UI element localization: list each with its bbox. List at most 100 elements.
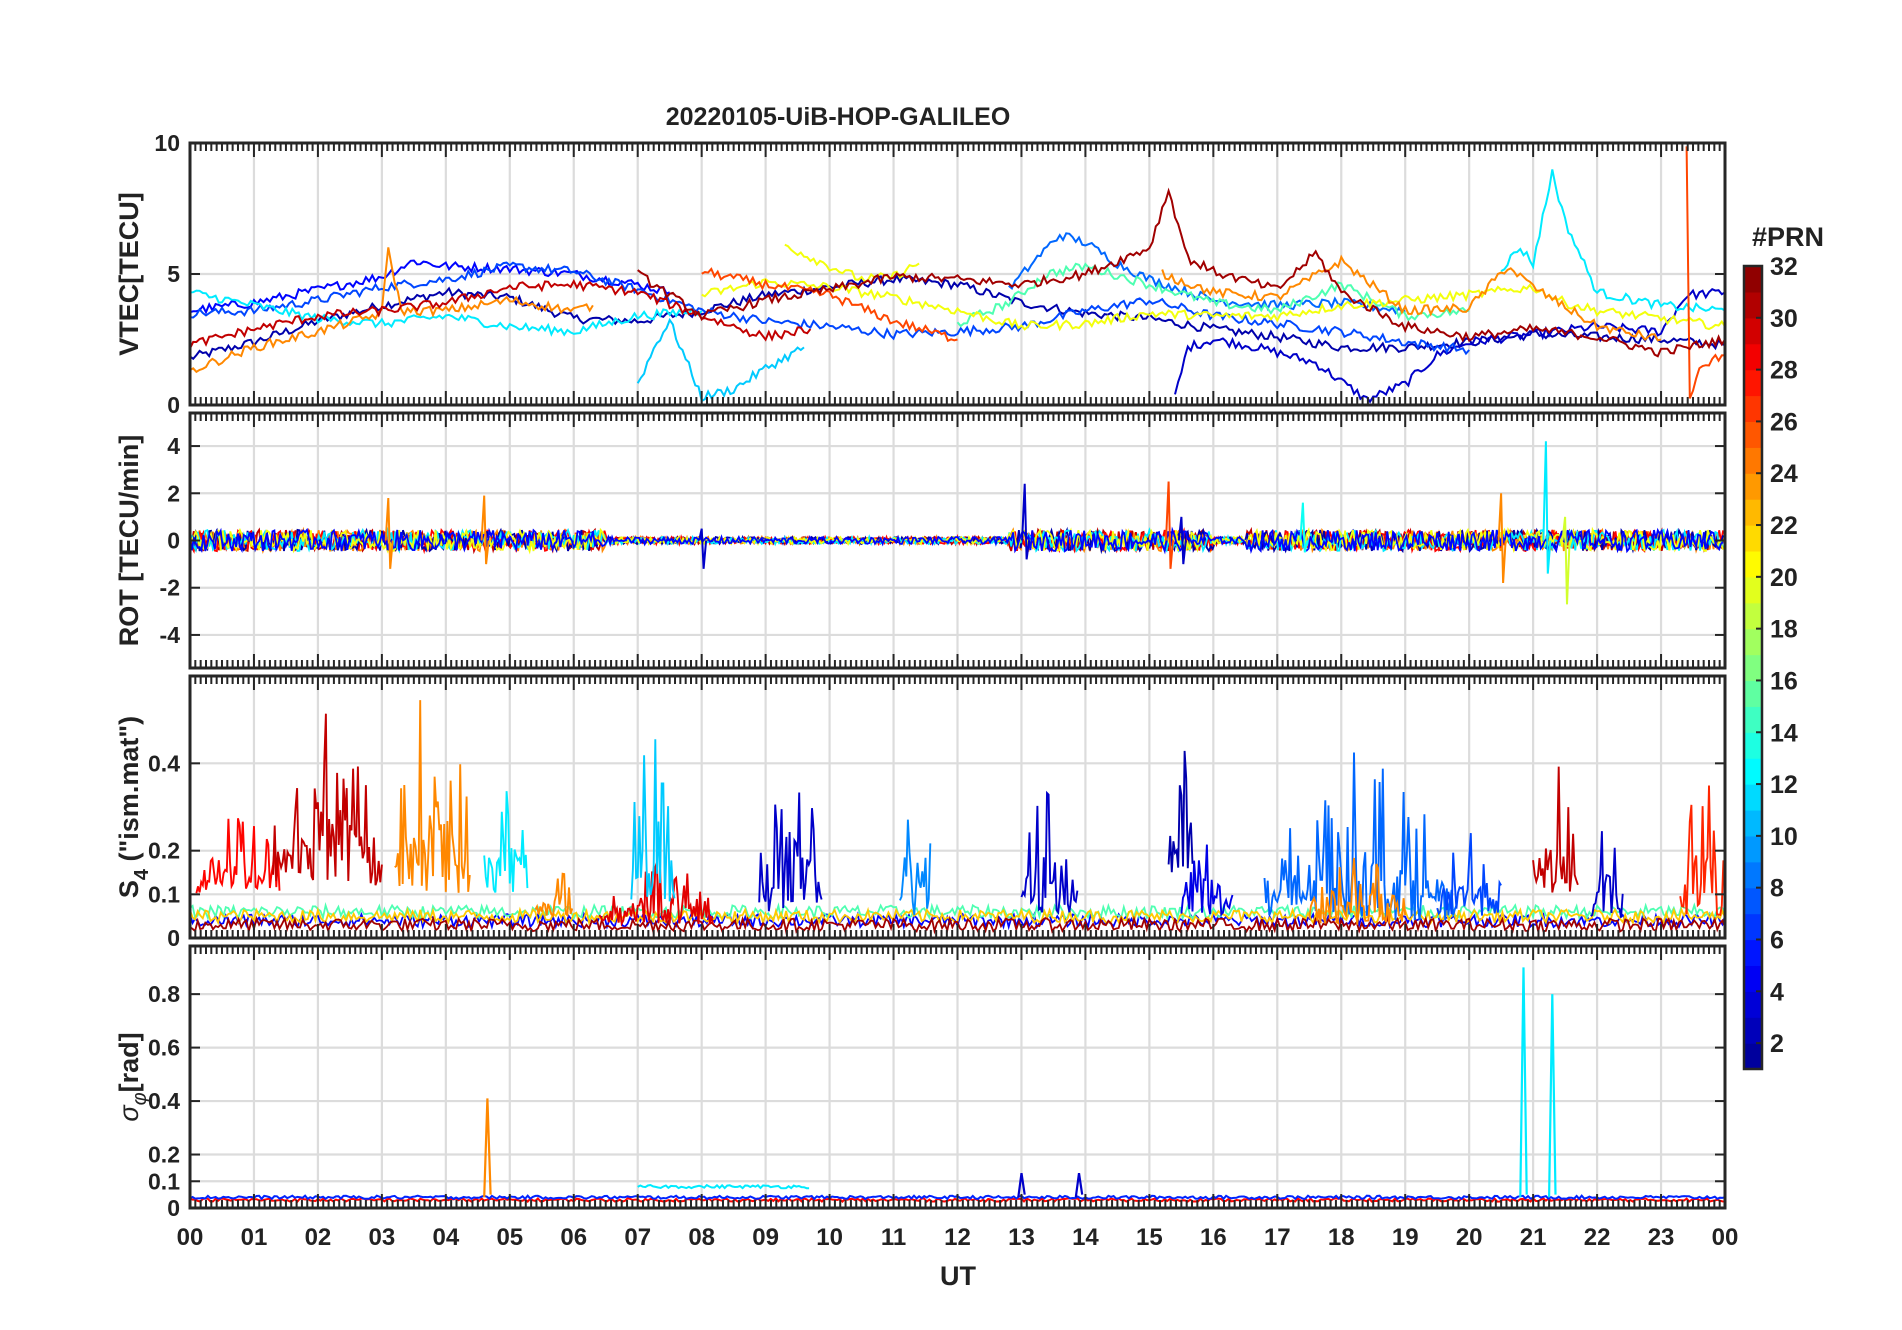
rot-spike-prn-26 (1165, 481, 1174, 569)
colorbar-segment (1744, 680, 1762, 707)
colorbar-segment (1744, 317, 1762, 345)
x-tick-label: 08 (688, 1224, 715, 1251)
sigma-baseline-prn-12 (637, 1183, 810, 1190)
x-tick-label: 19 (1392, 1224, 1419, 1251)
series-group (190, 441, 1724, 605)
x-tick-label: 15 (1136, 1224, 1163, 1251)
rot-spike-prn-24 (384, 497, 394, 569)
colorbar-segment (1744, 887, 1762, 915)
y-tick-label: 5 (167, 261, 180, 287)
rot-spike-prn-19 (1561, 516, 1571, 605)
x-tick-label: 11 (881, 1224, 906, 1251)
series-line-prn-30 (190, 278, 812, 349)
tick-marks (189, 413, 1726, 668)
x-tick-label: 02 (305, 1224, 332, 1251)
colorbar-segment (1744, 291, 1762, 319)
colorbar-tick-label: 26 (1770, 408, 1798, 436)
x-tick-label: 09 (752, 1224, 779, 1251)
y-axis-label-vtec: VTEC[TECU] (114, 192, 144, 356)
s4-baseline-prn-31 (190, 915, 1725, 935)
colorbar-frame (1742, 264, 1764, 1071)
y-tick-label: 0.6 (148, 1035, 180, 1061)
series-line-prn-11 (636, 317, 805, 403)
series-line-prn-12 (190, 289, 703, 337)
colorbar-segment (1744, 343, 1762, 371)
panel-rot: -4 -2 0 2 4 ROT [TECU/min] (114, 411, 1727, 670)
s4-burst-prn-2 (1167, 750, 1194, 873)
x-tick-label: 17 (1264, 1224, 1291, 1251)
colorbar-segment (1744, 965, 1762, 992)
x-tick-label: 00 (177, 1224, 204, 1251)
colorbar-tick-label: 12 (1770, 771, 1798, 799)
y-tick-label: 0.1 (148, 881, 180, 907)
colorbar-tick-label: 18 (1770, 616, 1798, 644)
tick-marks (189, 676, 1726, 939)
y-tick-label: 2 (167, 480, 180, 506)
y-tick-label: 0.1 (148, 1168, 180, 1194)
series-line-prn-7 (190, 261, 1470, 356)
x-tick-label: 03 (369, 1224, 396, 1251)
colorbar-tick-label: 22 (1770, 512, 1798, 540)
colorbar-tick-label: 6 (1770, 926, 1784, 954)
x-axis-tick-labels: 00 01 02 03 04 05 06 07 08 09 10 11 12 13 14 15 16 17 18 19… (177, 1224, 1739, 1251)
y-tick-label: 0 (167, 392, 180, 418)
colorbar-segment (1744, 1017, 1762, 1044)
x-tick-label: 07 (624, 1224, 651, 1251)
x-tick-label: 22 (1584, 1224, 1611, 1251)
s4-burst-prn-28 (195, 818, 281, 894)
colorbar-segment (1744, 991, 1762, 1018)
x-tick-label: 21 (1520, 1224, 1547, 1251)
x-tick-label: 12 (944, 1224, 971, 1251)
s4-burst-prn-9 (899, 819, 932, 916)
series-line-prn-3 (1174, 288, 1725, 404)
y-tick-label: -2 (160, 575, 180, 601)
sigma-spike-prn-3 (1017, 1173, 1026, 1198)
y-tick-label: 0 (167, 528, 180, 554)
colorbar-segment (1744, 447, 1762, 474)
x-tick-label: 05 (496, 1224, 523, 1251)
s4-burst-prn-24 (1308, 857, 1407, 925)
series-line-prn-20 (784, 243, 920, 284)
x-tick-label: 16 (1200, 1224, 1227, 1251)
rot-spike-prn-24 (1497, 493, 1507, 584)
grid (188, 946, 1727, 1210)
y-tick-label: 0.4 (148, 1088, 180, 1114)
s4-burst-prn-30 (272, 713, 383, 886)
colorbar-segment (1744, 861, 1762, 889)
sigma-spike-prn-12 (1548, 994, 1557, 1198)
sigma-spike-prn-3 (1074, 1173, 1084, 1198)
colorbar-tick-label: 2 (1770, 1030, 1784, 1058)
rot-spike-prn-12 (1542, 441, 1552, 574)
panel-s4: 0 0.1 0.2 0.4S4 ("ism.mat") (114, 674, 1727, 951)
s4-baseline-prn-15 (190, 901, 1725, 922)
y-tick-label: 10 (154, 130, 180, 156)
colorbar-segment (1744, 395, 1762, 423)
y-tick-label: 0.2 (148, 1142, 180, 1168)
x-tick-label: 20 (1456, 1224, 1483, 1251)
colorbar-tick-label: 16 (1770, 667, 1798, 695)
x-tick-label: 06 (560, 1224, 587, 1251)
s4-burst-prn-24 (394, 700, 471, 893)
colorbar-tick-label: 30 (1770, 305, 1798, 333)
colorbar-segment (1744, 654, 1762, 682)
colorbar-tick-label: 4 (1770, 978, 1784, 1006)
s4-burst-prn-11 (630, 739, 676, 902)
series-line-prn-24 (1161, 254, 1662, 342)
colorbar-segment (1744, 628, 1762, 656)
colorbar-tick-label: 32 (1770, 253, 1798, 281)
colorbar-segment (1744, 835, 1762, 863)
colorbar-segment (1744, 266, 1762, 293)
x-tick-label: 18 (1328, 1224, 1355, 1251)
tick-marks (189, 946, 1726, 1209)
y-tick-label: 0.2 (148, 838, 180, 864)
series-line-prn-26 (701, 267, 958, 343)
s4-burst-prn-24 (534, 872, 574, 918)
tick-marks (189, 142, 1726, 406)
colorbar-segment (1744, 809, 1762, 837)
sigma-spike-prn-12 (1519, 967, 1528, 1198)
colorbar-segment (1744, 1043, 1762, 1070)
series-line-prn-26 (1685, 146, 1725, 399)
chart-title: 20220105-UiB-HOP-GALILEO (666, 103, 1011, 131)
x-tick-label: 13 (1008, 1224, 1035, 1251)
x-tick-label: 04 (432, 1224, 459, 1251)
